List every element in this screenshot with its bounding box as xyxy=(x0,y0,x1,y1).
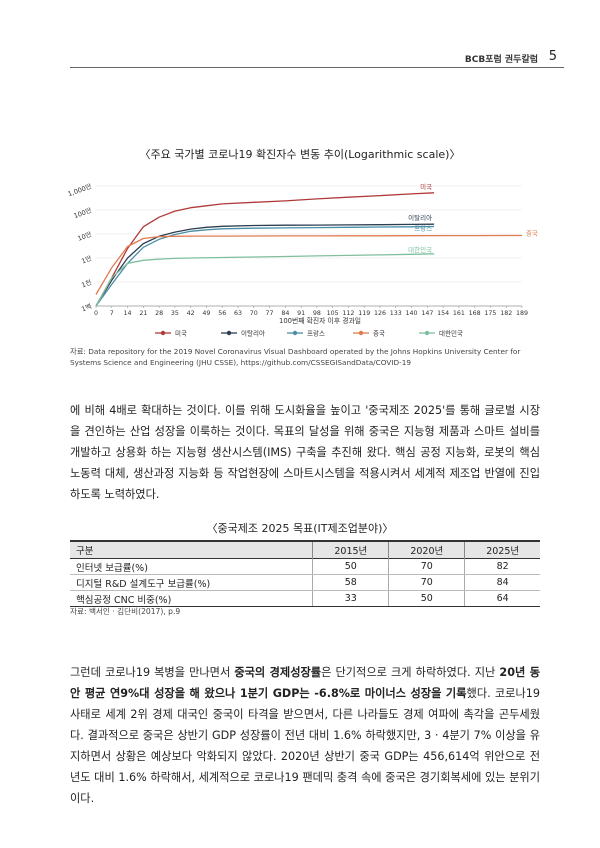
table-row: 디지털 R&D 설계도구 보급률(%) 58 70 84 xyxy=(70,574,540,591)
y-tick-label: 10만 xyxy=(76,229,92,242)
chart-legend: 미국 이탈리아 프랑스 중국 대한민국 xyxy=(155,328,463,337)
table-cell: 핵심공정 CNC 비중(%) xyxy=(70,590,313,607)
y-axis-ticks: 1,000만 100만 10만 1만 1천 1백 xyxy=(66,181,92,313)
table-cell: 64 xyxy=(464,590,540,607)
x-tick-label: 70 xyxy=(250,310,258,317)
table-cell: 디지털 R&D 설계도구 보급률(%) xyxy=(70,574,313,591)
x-tick-label: 105 xyxy=(327,310,339,317)
series-line-3 xyxy=(95,234,522,295)
x-tick-label: 98 xyxy=(313,310,321,317)
table-source: 자료: 백서인 · 김단비(2017), p.9 xyxy=(70,607,181,616)
table-cell: 82 xyxy=(464,558,540,575)
header-2015: 2015년 xyxy=(312,541,389,559)
x-tick-label: 168 xyxy=(469,310,481,317)
x-axis-ticks: 0 7 14 21 28 35 42 49 56 63 70 77 84 91 98 105 112 119 126… xyxy=(94,305,528,317)
series-end-label: 미국 xyxy=(420,182,432,191)
page-number: 5 xyxy=(548,49,557,64)
header-2020: 2020년 xyxy=(388,541,465,559)
x-tick-label: 154 xyxy=(437,310,449,317)
page-header: BCB포럼 권두칼럼 5 xyxy=(0,49,600,70)
y-tick-label: 1백 xyxy=(80,301,93,313)
x-tick-label: 84 xyxy=(281,310,289,317)
y-tick-label: 100만 xyxy=(72,205,92,220)
legend-swatch-dot xyxy=(358,330,364,336)
x-tick-label: 175 xyxy=(484,310,496,317)
series-end-label: 대한민국 xyxy=(408,245,432,254)
x-tick-label: 42 xyxy=(187,310,195,317)
legend-label: 미국 xyxy=(175,328,187,337)
legend-label: 프랑스 xyxy=(307,329,325,337)
table-cell: 33 xyxy=(312,590,389,607)
table-cell: 70 xyxy=(388,574,465,591)
x-tick-label: 126 xyxy=(374,310,386,317)
series-end-label: 이탈리아 xyxy=(408,213,432,222)
legend-swatch-dot xyxy=(424,330,430,336)
x-tick-label: 63 xyxy=(234,310,242,317)
x-axis-label: 100번째 확진자 이후 경과일 xyxy=(279,316,361,325)
series-line-0 xyxy=(95,192,435,307)
table-cell: 70 xyxy=(388,558,465,575)
bold-text-run: 20년 동안 평균 연9%대 성장을 해 왔으나 1분기 GDP는 -6.8%로… xyxy=(70,666,540,700)
x-tick-label: 112 xyxy=(342,310,354,317)
x-tick-label: 147 xyxy=(421,310,433,317)
legend-swatch-dot xyxy=(160,330,166,336)
chart-lines xyxy=(95,192,522,307)
series-line-2 xyxy=(95,225,435,307)
x-tick-label: 91 xyxy=(297,310,305,317)
text-run: 그런데 코로나19 복병을 만나면서 xyxy=(70,666,235,679)
y-tick-label: 1천 xyxy=(80,277,93,289)
x-tick-label: 189 xyxy=(516,310,528,317)
x-tick-label: 7 xyxy=(110,310,114,317)
x-tick-label: 119 xyxy=(358,310,370,317)
x-tick-label: 21 xyxy=(139,310,147,317)
body-paragraph-2: 그런데 코로나19 복병을 만나면서 중국의 경제성장률은 단기적으로 크게 하… xyxy=(70,662,540,809)
table-cell: 84 xyxy=(464,574,540,591)
table-row: 인터넷 보급률(%) 50 70 82 xyxy=(70,558,540,575)
table-row: 핵심공정 CNC 비중(%) 33 50 64 xyxy=(70,590,540,607)
table-header-row: 구분 2015년 2020년 2025년 xyxy=(70,541,540,559)
chart-grid xyxy=(96,185,522,307)
text-run: 했다. 코로나19 사태로 세계 2위 경제 대국인 중국이 타격을 받으면서,… xyxy=(70,687,541,805)
x-tick-label: 182 xyxy=(500,310,512,317)
series-end-label: 중국 xyxy=(526,229,538,237)
table-cell: 인터넷 보급률(%) xyxy=(70,558,313,575)
x-tick-label: 133 xyxy=(390,310,402,317)
legend-label: 이탈리아 xyxy=(241,328,265,337)
x-tick-label: 0 xyxy=(94,310,98,317)
x-tick-label: 14 xyxy=(124,310,132,317)
header-category: 구분 xyxy=(70,541,313,559)
legend-swatch-dot xyxy=(292,330,298,336)
chart-title: 〈주요 국가별 코로나19 확진자수 변동 추이(Logarithmic sca… xyxy=(139,148,461,161)
chart-source: 자료: Data repository for the 2019 Novel C… xyxy=(70,347,521,367)
header-2025: 2025년 xyxy=(464,541,540,559)
y-tick-label: 1,000만 xyxy=(66,181,92,198)
text-run: 은 단기적으로 크게 하락하였다. 지난 xyxy=(321,666,500,679)
legend-label: 중국 xyxy=(373,329,385,337)
x-tick-label: 28 xyxy=(155,310,163,317)
goals-table: 구분 2015년 2020년 2025년 인터넷 보급률(%) 50 70 82… xyxy=(70,540,540,607)
legend-swatch-dot xyxy=(226,330,232,336)
series-line-1 xyxy=(95,223,435,307)
table-cell: 58 xyxy=(312,574,389,591)
x-tick-label: 49 xyxy=(202,310,210,317)
x-tick-label: 35 xyxy=(171,310,179,317)
series-end-label: 프랑스 xyxy=(414,225,432,233)
table-cell: 50 xyxy=(312,558,389,575)
x-tick-label: 161 xyxy=(453,310,465,317)
x-tick-label: 56 xyxy=(218,310,226,317)
y-tick-label: 1만 xyxy=(80,253,93,265)
body-paragraph-1: 에 비해 4배로 확대하는 것이다. 이를 위해 도시화율을 높이고 '중국제조… xyxy=(70,404,540,501)
x-tick-label: 77 xyxy=(266,310,274,317)
x-tick-label: 140 xyxy=(406,310,418,317)
legend-label: 대한민국 xyxy=(439,328,463,337)
series-line-4 xyxy=(95,253,435,307)
header-rule xyxy=(70,67,564,68)
bold-text-run: 중국의 경제성장률 xyxy=(234,666,322,679)
table-title: 〈중국제조 2025 목표(IT제조업분야)〉 xyxy=(206,522,394,535)
publication-name: BCB포럼 권두칼럼 xyxy=(464,55,538,65)
table-cell: 50 xyxy=(388,590,465,607)
